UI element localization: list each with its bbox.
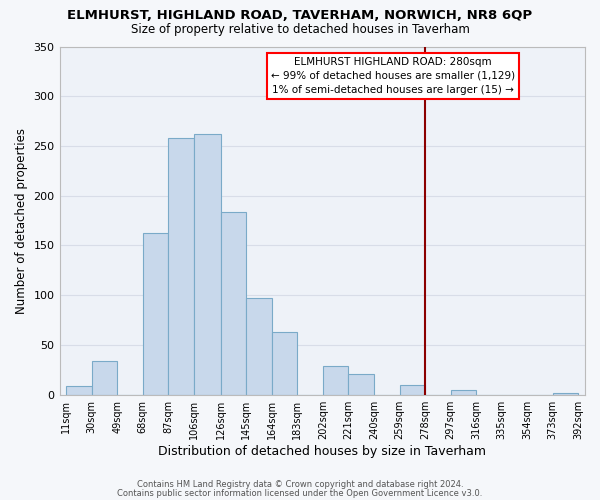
Text: ELMHURST, HIGHLAND ROAD, TAVERHAM, NORWICH, NR8 6QP: ELMHURST, HIGHLAND ROAD, TAVERHAM, NORWI… xyxy=(67,9,533,22)
Bar xyxy=(349,374,374,394)
Bar xyxy=(272,332,298,394)
Text: ELMHURST HIGHLAND ROAD: 280sqm
← 99% of detached houses are smaller (1,129)
1% o: ELMHURST HIGHLAND ROAD: 280sqm ← 99% of … xyxy=(271,57,515,95)
Bar xyxy=(143,232,169,394)
Text: Contains public sector information licensed under the Open Government Licence v3: Contains public sector information licen… xyxy=(118,488,482,498)
Bar xyxy=(400,385,425,394)
Bar xyxy=(553,392,578,394)
X-axis label: Distribution of detached houses by size in Taverham: Distribution of detached houses by size … xyxy=(158,444,486,458)
Bar xyxy=(451,390,476,394)
Bar xyxy=(66,386,92,394)
Bar xyxy=(169,138,194,394)
Bar xyxy=(92,361,118,394)
Y-axis label: Number of detached properties: Number of detached properties xyxy=(15,128,28,314)
Text: Size of property relative to detached houses in Taverham: Size of property relative to detached ho… xyxy=(131,22,469,36)
Bar xyxy=(194,134,221,394)
Bar xyxy=(221,212,247,394)
Bar xyxy=(247,298,272,394)
Text: Contains HM Land Registry data © Crown copyright and database right 2024.: Contains HM Land Registry data © Crown c… xyxy=(137,480,463,489)
Bar xyxy=(323,366,349,394)
